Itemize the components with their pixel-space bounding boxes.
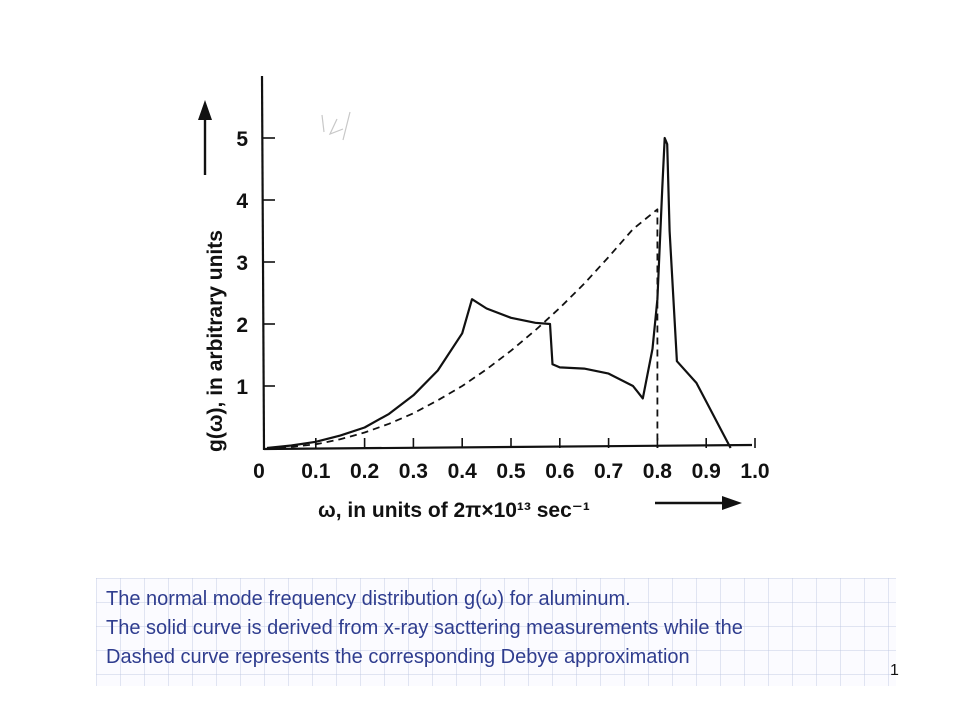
- y-tick-label: 3: [236, 252, 248, 275]
- slide-number: 1: [890, 662, 899, 679]
- x-tick-label: 0.9: [692, 460, 721, 483]
- caption-box: [96, 578, 896, 686]
- x-tick-label: 0: [253, 460, 265, 483]
- x-tick-label: 0.4: [448, 460, 478, 483]
- debye-dashed-curve: [266, 208, 659, 449]
- y-tick-label: 4: [236, 190, 248, 213]
- caption-line-1: The normal mode frequency distribution g…: [106, 588, 631, 610]
- x-axis-label: ω, in units of 2π×10¹³ sec⁻¹: [318, 499, 590, 522]
- x-axis-arrow-head: [722, 496, 742, 510]
- x-tick-label: 0.7: [594, 460, 623, 483]
- x-tick-label: 0.2: [350, 460, 379, 483]
- y-tick-label: 1: [236, 376, 248, 399]
- scan-mark: [321, 111, 351, 141]
- y-axis-line: [260, 75, 266, 451]
- y-tick-label: 2: [236, 314, 248, 337]
- x-tick-label: 0.6: [545, 460, 574, 483]
- x-axis-line: [263, 443, 753, 451]
- y-tick-label: 5: [236, 128, 248, 151]
- x-tick-label: 0.3: [399, 460, 428, 483]
- caption-line-2: The solid curve is derived from x-ray sa…: [106, 617, 743, 639]
- tick-labels: 0 0.1 0.2 0.3 0.4 0.5 0.6 0.7 0.8 0.9 1.0 1 2 3 4 5: [236, 128, 769, 483]
- caption-line-3: Dashed curve represents the correspondin…: [106, 646, 690, 668]
- series-lines: [266, 136, 732, 450]
- x-tick-label: 0.1: [301, 460, 331, 483]
- y-axis-arrow-head: [198, 100, 212, 120]
- x-tick-label: 0.8: [643, 460, 673, 483]
- tick-marks: [263, 137, 756, 448]
- x-tick-label: 1.0: [740, 460, 769, 483]
- x-tick-label: 0.5: [496, 460, 526, 483]
- measured-solid-curve: [266, 136, 732, 450]
- y-axis-label: g(ω), in arbitrary units: [204, 230, 227, 452]
